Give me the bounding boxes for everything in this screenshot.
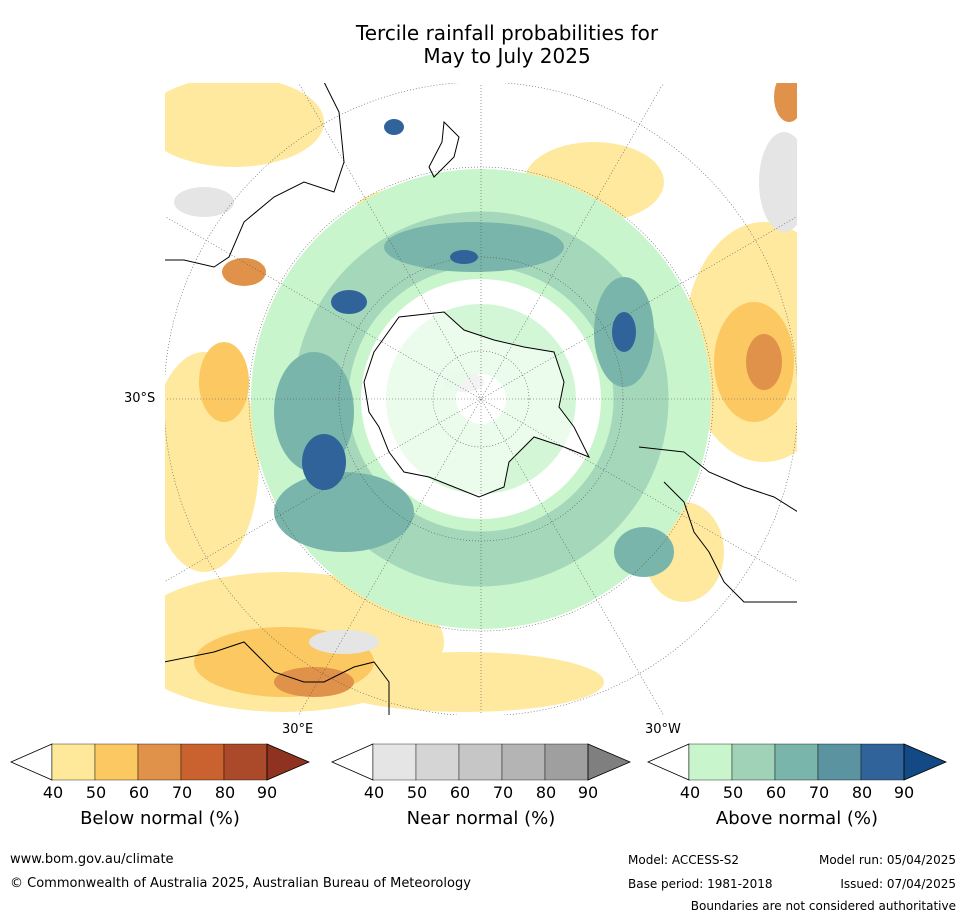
colorbar-high-extension [587,743,631,781]
colorbar-swatch [817,743,862,781]
title-line-1: Tercile rainfall probabilities for [355,21,659,45]
tick-label: 70 [492,783,514,802]
colorbar-swatch [501,743,546,781]
issued-text: Issued: 07/04/2025 [840,877,956,891]
copyright-text: © Commonwealth of Australia 2025, Austra… [10,876,471,891]
colorbar-swatch [372,743,417,781]
map-title: Tercile rainfall probabilities for May t… [0,22,965,68]
africa-outline [164,641,390,716]
latitude-label-30s: 30°S [124,391,156,406]
title-line-2: May to July 2025 [423,44,591,68]
colorbar-swatch [458,743,503,781]
colorbar-high-extension [903,743,947,781]
colorbar-low-extension [10,743,53,781]
base-period-text: Base period: 1981-2018 [628,877,773,891]
colorbar-swatch [688,743,733,781]
colorbar-swatch [223,743,268,781]
model-text: Model: ACCESS-S2 [628,853,740,867]
below-normal-colorbar [10,743,310,781]
tick-label: 80 [214,783,236,802]
tick-label: 70 [808,783,830,802]
tick-label: 40 [42,783,64,802]
colorbar-swatch [544,743,589,781]
above-normal-colorbar [647,743,947,781]
longitude-label-30e: 30°E [282,722,314,737]
model-run-text: Model run: 05/04/2025 [818,853,956,867]
colorbar-swatch [137,743,182,781]
tick-label: 50 [85,783,107,802]
tick-label: 80 [851,783,873,802]
tick-label: 40 [679,783,701,802]
tick-label: 50 [406,783,428,802]
antarctica-outline [363,311,591,498]
colorbar-swatch [180,743,225,781]
above-normal-very-strong [302,119,636,490]
above-normal-colorbar-swatches [647,743,947,781]
tick-label: 40 [363,783,385,802]
colorbar-swatch [51,743,96,781]
colorbar-swatch [94,743,139,781]
near-normal-label: Near normal (%) [406,808,556,829]
colorbar-high-extension [266,743,310,781]
disclaimer-text: Boundaries are not considered authoritat… [690,899,956,913]
below-normal-colorbar-swatches [10,743,310,781]
tick-label: 90 [893,783,915,802]
tick-label: 60 [765,783,787,802]
colorbar-swatch [860,743,905,781]
below-normal-label: Below normal (%) [80,808,240,829]
new-zealand-outline [428,120,460,178]
south-america-outline [638,446,798,603]
near-normal-colorbar-swatches [331,743,631,781]
website-link[interactable]: www.bom.gov.au/climate [10,852,174,867]
above-normal-label: Above normal (%) [715,808,879,829]
tick-label: 80 [535,783,557,802]
tick-label: 50 [722,783,744,802]
colorbar-low-extension [331,743,374,781]
rainfall-probability-map [164,82,798,716]
tick-label: 60 [128,783,150,802]
australia-outline [164,82,345,268]
graticule [164,82,798,716]
colorbar-swatch [415,743,460,781]
tick-label: 60 [449,783,471,802]
colorbar-swatch [774,743,819,781]
near-normal-colorbar [331,743,631,781]
colorbar-low-extension [647,743,690,781]
colorbar-swatch [731,743,776,781]
tick-label: 70 [171,783,193,802]
tick-label: 90 [256,783,278,802]
longitude-label-30w: 30°W [645,722,681,737]
tick-label: 90 [577,783,599,802]
